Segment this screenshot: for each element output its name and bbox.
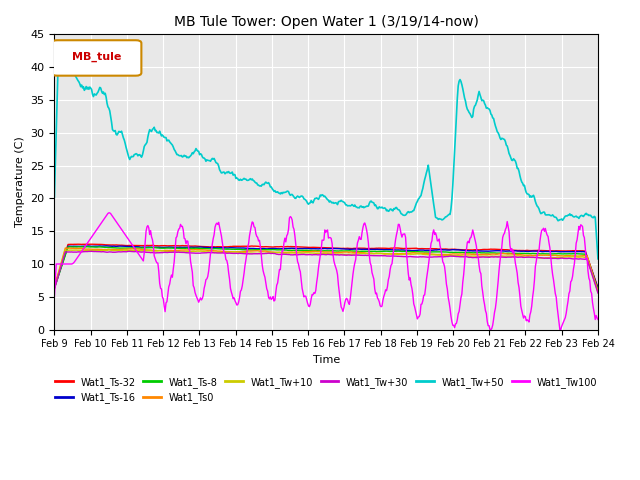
Wat1_Ts0 bbox=[298, 249, 305, 255]
Wat1_Tw+10 bbox=[51, 285, 58, 291]
Wat1_Tw100 bbox=[191, 289, 199, 295]
Wat1_Tw+50 bbox=[298, 193, 305, 199]
Wat1_Ts-32 bbox=[594, 285, 602, 290]
Wat1_Ts0 bbox=[594, 288, 602, 294]
Wat1_Tw+10 bbox=[148, 248, 156, 253]
Wat1_Tw+30 bbox=[51, 286, 58, 292]
Wat1_Tw+30 bbox=[148, 250, 156, 255]
X-axis label: Time: Time bbox=[312, 355, 340, 365]
Wat1_Ts-8 bbox=[415, 249, 422, 255]
Wat1_Ts0 bbox=[415, 250, 422, 256]
Wat1_Tw+50 bbox=[594, 256, 602, 262]
Wat1_Ts-8 bbox=[191, 245, 199, 251]
Text: MB_tule: MB_tule bbox=[72, 52, 121, 62]
Wat1_Tw100 bbox=[594, 317, 602, 323]
Line: Wat1_Ts-16: Wat1_Ts-16 bbox=[54, 246, 598, 288]
Wat1_Ts-32 bbox=[51, 284, 58, 290]
Wat1_Ts0 bbox=[372, 251, 380, 256]
Wat1_Tw+30 bbox=[415, 254, 422, 260]
Wat1_Tw+10 bbox=[191, 249, 199, 254]
Wat1_Tw100 bbox=[51, 294, 58, 300]
Legend: Wat1_Ts-32, Wat1_Ts-16, Wat1_Ts-8, Wat1_Ts0, Wat1_Tw+10, Wat1_Tw+30, Wat1_Tw+50,: Wat1_Ts-32, Wat1_Ts-16, Wat1_Ts-8, Wat1_… bbox=[51, 373, 601, 408]
Wat1_Tw+50 bbox=[59, 64, 67, 70]
Wat1_Ts-16 bbox=[51, 285, 58, 290]
Wat1_Ts-32 bbox=[191, 243, 199, 249]
Wat1_Ts-8 bbox=[594, 287, 602, 292]
Wat1_Ts-8 bbox=[298, 248, 305, 253]
Wat1_Tw+30 bbox=[298, 252, 305, 257]
Wat1_Ts-16 bbox=[102, 243, 110, 249]
FancyBboxPatch shape bbox=[52, 40, 141, 76]
Title: MB Tule Tower: Open Water 1 (3/19/14-now): MB Tule Tower: Open Water 1 (3/19/14-now… bbox=[173, 15, 479, 29]
Wat1_Tw100 bbox=[372, 291, 380, 297]
Wat1_Ts-8 bbox=[372, 249, 380, 254]
Wat1_Tw+10 bbox=[594, 289, 602, 295]
Wat1_Tw+50 bbox=[51, 194, 58, 200]
Wat1_Tw+30 bbox=[86, 249, 93, 254]
Wat1_Tw+30 bbox=[594, 290, 602, 296]
Line: Wat1_Tw+10: Wat1_Tw+10 bbox=[54, 250, 598, 292]
Wat1_Ts-32 bbox=[87, 241, 95, 247]
Wat1_Ts0 bbox=[148, 247, 156, 253]
Wat1_Tw+30 bbox=[191, 251, 199, 256]
Wat1_Ts-32 bbox=[461, 247, 468, 253]
Wat1_Tw+50 bbox=[415, 196, 422, 202]
Wat1_Tw+10 bbox=[372, 251, 380, 256]
Wat1_Ts0 bbox=[61, 245, 69, 251]
Wat1_Tw+10 bbox=[415, 251, 422, 257]
Wat1_Ts-16 bbox=[594, 285, 602, 291]
Wat1_Ts-16 bbox=[415, 247, 422, 253]
Wat1_Ts0 bbox=[191, 247, 199, 252]
Wat1_Ts-32 bbox=[148, 242, 156, 248]
Wat1_Tw100 bbox=[298, 277, 305, 283]
Y-axis label: Temperature (C): Temperature (C) bbox=[15, 137, 25, 228]
Wat1_Tw+50 bbox=[191, 148, 199, 154]
Wat1_Tw100 bbox=[486, 327, 494, 333]
Line: Wat1_Tw100: Wat1_Tw100 bbox=[54, 213, 598, 330]
Wat1_Ts-16 bbox=[298, 246, 305, 252]
Wat1_Ts-8 bbox=[83, 244, 91, 250]
Wat1_Ts-16 bbox=[372, 247, 380, 252]
Wat1_Tw+50 bbox=[372, 202, 380, 208]
Wat1_Ts-16 bbox=[148, 244, 156, 250]
Wat1_Tw+30 bbox=[372, 253, 380, 259]
Wat1_Tw+10 bbox=[298, 250, 305, 256]
Wat1_Ts-8 bbox=[148, 245, 156, 251]
Wat1_Tw100 bbox=[461, 261, 468, 267]
Wat1_Ts-16 bbox=[191, 244, 199, 250]
Line: Wat1_Ts0: Wat1_Ts0 bbox=[54, 248, 598, 291]
Wat1_Ts-8 bbox=[51, 286, 58, 291]
Wat1_Ts0 bbox=[461, 251, 468, 257]
Wat1_Ts0 bbox=[51, 284, 58, 290]
Wat1_Ts-32 bbox=[372, 245, 380, 251]
Wat1_Tw+50 bbox=[148, 129, 156, 134]
Wat1_Tw100 bbox=[105, 210, 113, 216]
Wat1_Ts-32 bbox=[298, 244, 305, 250]
Wat1_Tw100 bbox=[415, 314, 422, 320]
Line: Wat1_Ts-32: Wat1_Ts-32 bbox=[54, 244, 598, 288]
Wat1_Ts-32 bbox=[415, 246, 422, 252]
Wat1_Ts-8 bbox=[461, 250, 468, 255]
Wat1_Ts-16 bbox=[461, 248, 468, 253]
Line: Wat1_Tw+30: Wat1_Tw+30 bbox=[54, 252, 598, 293]
Wat1_Tw+30 bbox=[461, 254, 468, 260]
Line: Wat1_Ts-8: Wat1_Ts-8 bbox=[54, 247, 598, 289]
Wat1_Tw+10 bbox=[461, 253, 468, 259]
Wat1_Tw100 bbox=[148, 234, 156, 240]
Line: Wat1_Tw+50: Wat1_Tw+50 bbox=[54, 67, 598, 259]
Wat1_Tw+10 bbox=[105, 247, 113, 253]
Wat1_Tw+50 bbox=[461, 95, 468, 101]
